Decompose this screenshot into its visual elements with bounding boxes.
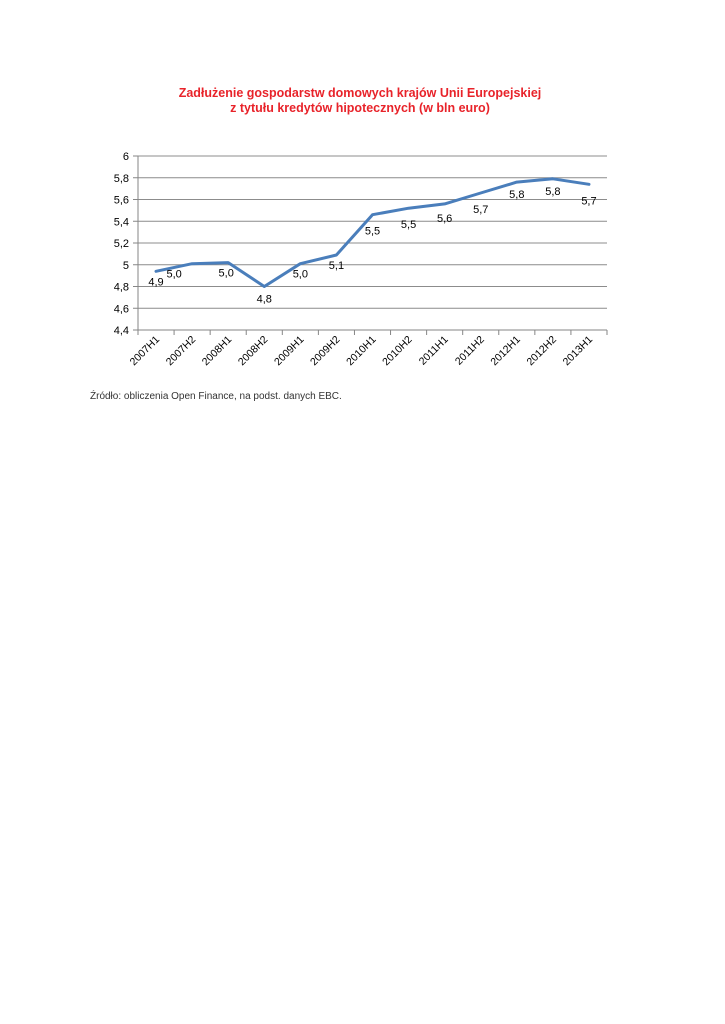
y-tick-label: 5,6 <box>114 195 129 207</box>
x-tick-label: 2010H2 <box>380 334 415 369</box>
data-label: 5,0 <box>293 269 308 281</box>
y-tick-label: 5,2 <box>114 238 129 250</box>
data-label: 5,8 <box>545 186 560 198</box>
data-label: 5,8 <box>509 189 524 201</box>
data-label: 5,7 <box>581 195 596 207</box>
x-tick-label: 2008H2 <box>236 334 271 369</box>
y-tick-label: 5 <box>123 260 129 272</box>
data-label: 5,6 <box>437 213 452 225</box>
x-tick-label: 2009H1 <box>272 334 307 369</box>
series-line <box>154 177 591 288</box>
x-tick-label: 2013H1 <box>561 334 596 369</box>
data-label: 5,7 <box>473 204 488 216</box>
y-tick-label: 5,8 <box>114 173 129 185</box>
y-tick-label: 4,8 <box>114 282 129 294</box>
x-tick-label: 2012H1 <box>488 334 523 369</box>
x-tick-label: 2010H1 <box>344 334 379 369</box>
source-note: Źródło: obliczenia Open Finance, na pods… <box>90 391 342 402</box>
x-tick-label: 2007H1 <box>128 334 163 369</box>
data-label: 5,5 <box>401 219 416 231</box>
chart-title-line-1: Zadłużenie gospodarstw domowych krajów U… <box>178 86 542 100</box>
data-label: 4,9 <box>148 276 163 288</box>
data-label: 4,8 <box>257 294 272 306</box>
y-tick-label: 5,4 <box>114 216 129 228</box>
x-tick-label: 2007H2 <box>164 334 199 369</box>
x-tick-label: 2008H1 <box>200 334 235 369</box>
chart-title: Zadłużenie gospodarstw domowych krajów U… <box>120 86 600 116</box>
data-label: 5,1 <box>329 260 344 272</box>
data-label: 5,0 <box>166 269 181 281</box>
y-tick-label: 4,4 <box>114 325 129 337</box>
x-tick-label: 2012H2 <box>525 334 560 369</box>
y-tick-label: 4,6 <box>114 303 129 315</box>
data-label: 5,0 <box>219 268 234 280</box>
x-tick-label: 2011H2 <box>453 334 487 368</box>
x-tick-label: 2009H2 <box>308 334 343 369</box>
data-label: 5,5 <box>365 226 380 238</box>
y-tick-label: 6 <box>123 151 129 163</box>
chart-title-line-2: z tytułu kredytów hipotecznych (w bln eu… <box>230 101 490 115</box>
x-tick-label: 2011H1 <box>417 334 451 368</box>
